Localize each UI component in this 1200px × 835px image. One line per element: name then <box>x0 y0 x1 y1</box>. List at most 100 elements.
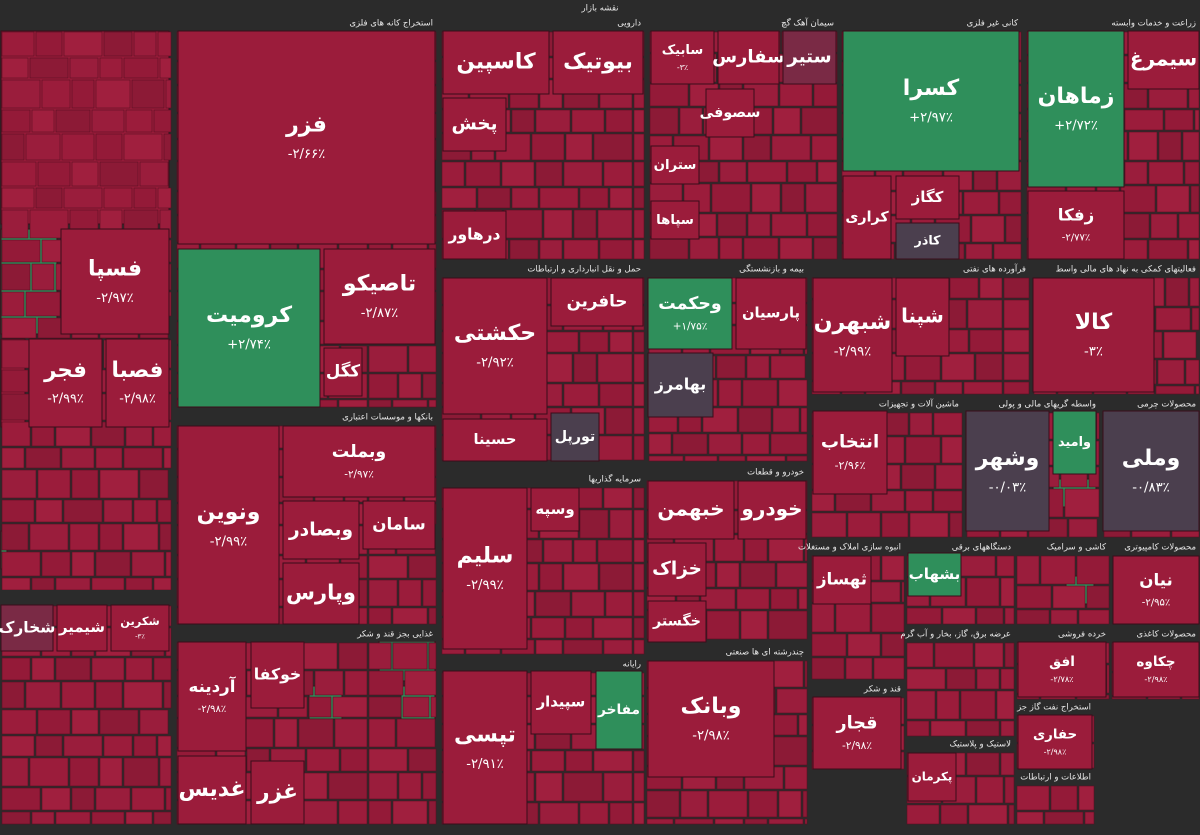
small-tile <box>1 209 29 239</box>
small-tile <box>770 588 798 610</box>
sector-header <box>840 16 1022 30</box>
small-tile <box>55 109 91 133</box>
tile <box>1017 641 1107 698</box>
small-tile <box>811 135 838 161</box>
sector-name: فرآورده های نفتی <box>963 263 1026 275</box>
small-tile <box>649 83 689 107</box>
small-tile <box>811 512 847 538</box>
sector-header <box>175 627 437 641</box>
small-tile <box>565 617 593 639</box>
small-tile <box>123 681 163 709</box>
tile <box>782 30 837 85</box>
small-tile <box>531 133 565 161</box>
small-tile <box>672 433 708 455</box>
tile <box>650 200 700 240</box>
sector: دارویی کاسپین بیوتیک پخش درهاور <box>440 16 645 260</box>
small-tile <box>1158 131 1182 161</box>
tile-name: ونوین <box>197 500 261 525</box>
small-tile <box>1 551 41 577</box>
small-tile <box>123 523 159 551</box>
small-tile <box>298 718 334 748</box>
tile-change: -۲/۹۸٪ <box>198 704 226 715</box>
sector: غذایی بجز قند و شکر آردینه -۲/۹۸٪ غدیس خوکفا… <box>175 627 437 825</box>
small-tile <box>368 696 402 718</box>
small-tile <box>736 588 770 610</box>
small-tile <box>308 696 332 718</box>
small-tile <box>1189 277 1200 307</box>
small-tile <box>740 610 768 640</box>
sector-name: عرضه برق، گاز، بخار و آب گرم <box>900 628 1011 640</box>
sector-header <box>440 16 645 30</box>
small-tile <box>1000 752 1015 776</box>
tile <box>1112 555 1200 625</box>
small-tile <box>960 555 996 577</box>
tile-name: افق <box>1049 654 1075 670</box>
tile-name: زماهان <box>1038 84 1115 109</box>
small-tile <box>573 353 597 383</box>
small-tile <box>543 353 573 383</box>
small-tile <box>966 577 1000 607</box>
small-tile <box>805 183 838 213</box>
small-tile <box>633 750 645 772</box>
small-tile <box>742 379 778 407</box>
small-tile <box>133 499 157 523</box>
small-tile <box>719 161 747 183</box>
small-tile <box>563 161 603 187</box>
small-tile <box>37 469 71 499</box>
small-tile <box>740 562 776 588</box>
sector-name: غذایی بجز قند و شکر <box>356 630 433 640</box>
sector: خودرو و قطعات خبهمن خودرو خزاک خگستر <box>645 465 808 643</box>
small-tile <box>993 243 1022 260</box>
small-tile <box>906 804 940 825</box>
small-tile <box>1120 239 1148 260</box>
tile-name: شبهرن <box>814 310 892 335</box>
tile-name: وامید <box>1058 435 1091 450</box>
tile-name: خبهمن <box>657 497 724 521</box>
small-tile <box>398 373 422 399</box>
small-tile <box>157 499 172 523</box>
small-tile <box>1 811 31 825</box>
small-tile <box>798 588 808 610</box>
tile <box>1102 410 1200 532</box>
small-tile <box>906 607 942 625</box>
sector-name: محصولات چرمی <box>1137 400 1196 410</box>
tile-name: فسپا <box>88 256 142 281</box>
small-tile <box>29 757 69 787</box>
sector-header <box>440 262 645 276</box>
small-tile <box>1106 664 1110 694</box>
small-tile <box>778 790 802 818</box>
small-tile <box>633 239 645 260</box>
small-tile <box>804 660 808 688</box>
small-tile <box>718 455 746 462</box>
small-tile <box>597 539 633 563</box>
tile <box>737 480 807 540</box>
small-tile <box>784 766 808 790</box>
small-tile <box>408 345 437 373</box>
small-tile <box>597 353 633 383</box>
sector-header <box>645 645 808 659</box>
tile <box>105 338 170 428</box>
small-tile <box>936 690 960 720</box>
small-tile <box>31 811 55 825</box>
tile <box>812 277 893 393</box>
sector-name: دارویی <box>617 19 641 29</box>
tile <box>282 562 360 625</box>
small-tile <box>906 642 934 668</box>
small-tile <box>966 720 1000 737</box>
sector: اطلاعات و ارتباطات <box>1015 770 1095 825</box>
small-tile <box>593 617 633 639</box>
small-tile <box>368 718 396 748</box>
small-tile <box>95 133 123 161</box>
sector: حمل و نقل انبارداری و ارتباطات حکشتی -۲/۹۲… <box>440 262 645 462</box>
sector: بیمه و بازنشستگی وحکمت +۱/۷۵٪ پارسیان بهامرز <box>647 262 808 462</box>
tile-change: -۲/۸۷٪ <box>361 306 399 321</box>
small-tile <box>153 811 172 825</box>
small-tile <box>535 161 563 187</box>
small-tile <box>593 133 633 161</box>
small-tile <box>941 353 975 381</box>
small-tile <box>817 161 838 183</box>
small-tile <box>531 750 565 772</box>
small-tile <box>511 109 535 133</box>
small-tile <box>131 787 165 811</box>
